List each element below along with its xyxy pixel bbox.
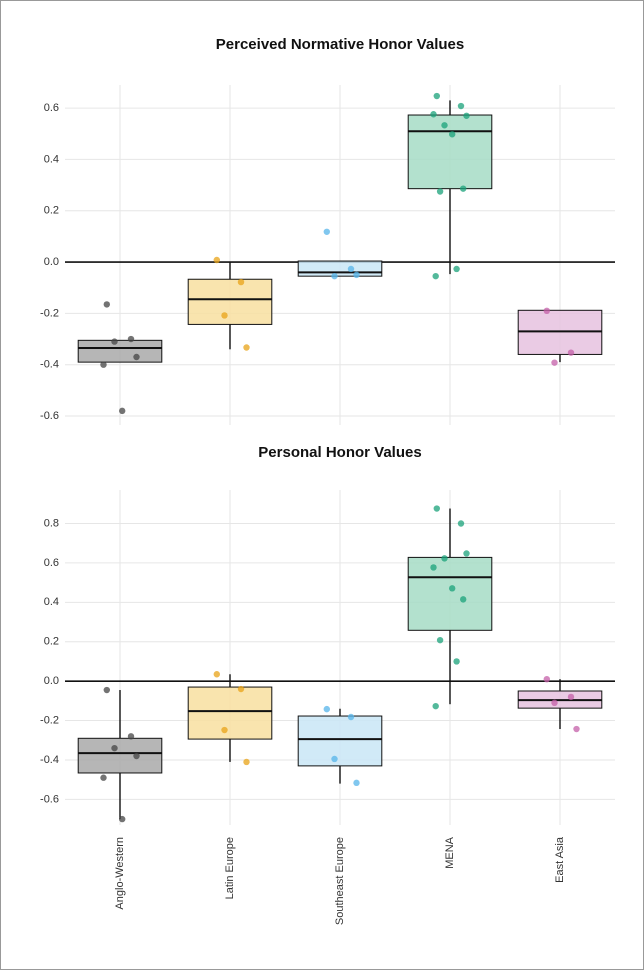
y-tick-label: 0.2 [44,205,59,217]
data-point [441,122,448,129]
box [297,715,383,767]
data-point [463,550,470,557]
data-point [127,733,135,740]
data-point [111,744,118,752]
y-tick-label: 0.4 [44,153,59,165]
y-tick-label: -0.2 [40,307,59,319]
data-point [127,335,135,343]
data-point [453,265,460,273]
data-point [213,671,220,678]
y-tick-label: 0.2 [44,636,59,648]
data-point [543,307,550,315]
data-point [213,256,220,264]
data-point [573,725,580,733]
data-point [567,693,575,701]
y-tick-label: 0.0 [44,256,59,268]
data-point [463,112,470,119]
data-point [323,228,330,235]
data-point [347,713,355,721]
data-point [221,312,228,319]
x-tick-label: Latin Europe [224,837,236,899]
data-point [111,338,118,345]
x-tick-label: Anglo-Western [114,837,126,910]
chart-title: Personal Honor Values [258,444,421,461]
data-point [460,596,467,603]
box [187,686,273,740]
y-tick-label: -0.2 [40,714,59,726]
box [407,556,493,631]
chart-title: Perceived Normative Honor Values [216,36,464,53]
y-tick-label: 0.4 [44,596,59,608]
y-tick-label: 0.6 [44,102,59,114]
data-point [103,301,111,308]
data-point [433,505,440,512]
data-point [457,520,465,527]
data-point [449,131,456,138]
data-point [323,705,330,713]
data-point [331,272,338,280]
data-point [551,359,558,366]
box [187,278,273,325]
y-tick-label: 0.8 [44,517,59,529]
data-point [221,726,228,734]
data-point [460,185,467,192]
data-point [441,555,448,562]
data-point [331,755,338,763]
data-point [243,344,250,351]
data-point [551,699,558,707]
data-point [347,265,355,273]
data-point [543,675,550,683]
data-point [457,102,465,110]
box [77,737,163,774]
x-tick-label: Southeast Europe [334,837,346,925]
data-point [567,349,575,356]
y-tick-label: -0.4 [40,359,59,371]
y-tick-label: -0.4 [40,754,59,766]
data-point [237,685,245,693]
y-tick-label: 0.6 [44,557,59,569]
y-tick-label: 0.0 [44,675,59,687]
data-point [433,92,440,100]
data-point [133,752,140,760]
x-tick-label: East Asia [554,836,566,883]
data-point [353,779,360,787]
data-point [430,564,437,571]
data-point [432,272,439,280]
box [517,309,603,355]
data-point [432,702,439,710]
data-point [119,407,126,415]
data-point [436,636,444,644]
data-point [430,111,437,118]
data-point [103,686,111,694]
data-point [100,361,107,368]
data-point [453,658,460,665]
y-tick-label: -0.6 [40,410,59,422]
y-tick-label: -0.6 [40,793,59,805]
box [77,339,163,363]
data-point [100,774,107,781]
data-point [353,271,360,279]
data-point [119,815,126,823]
data-point [133,353,140,361]
box [297,260,383,277]
data-point [449,585,456,592]
x-tick-label: MENA [444,836,456,868]
data-point [237,278,245,286]
data-point [243,758,250,766]
data-point [436,188,444,195]
box [407,114,493,190]
